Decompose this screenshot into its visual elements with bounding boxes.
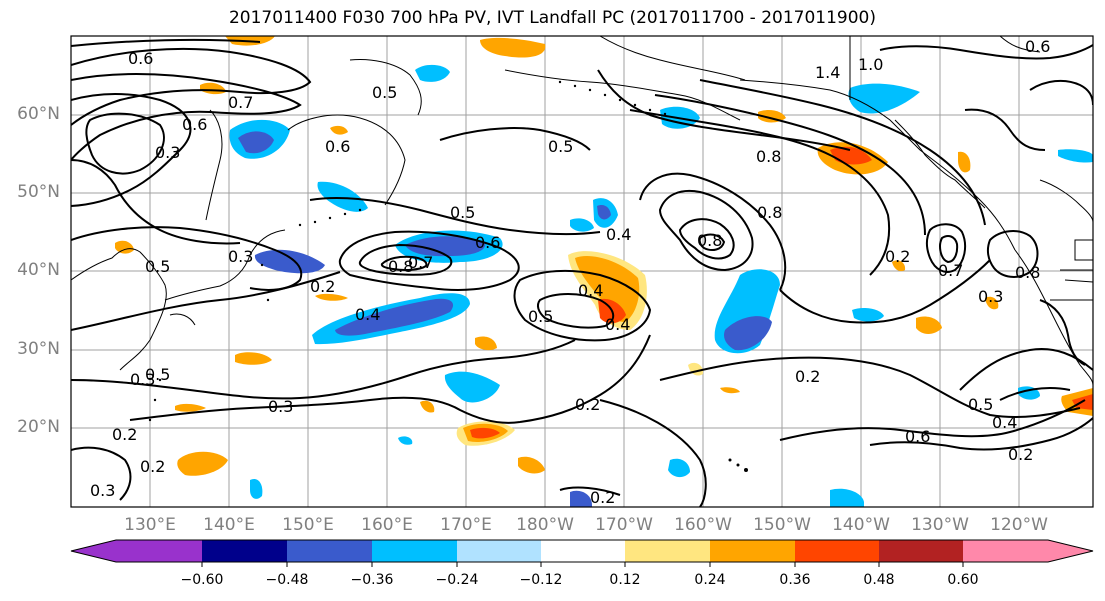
colorbar-outline (70, 539, 1094, 563)
contour-label: 0.5 (372, 83, 397, 102)
colorbar-segment (457, 540, 541, 562)
colorbar (70, 539, 1094, 567)
colorbar-tick-label: −0.12 (519, 572, 563, 588)
contour-label: 0.6 (475, 233, 500, 252)
colorbar-segment (963, 540, 1048, 562)
map-title: 2017011400 F030 700 hPa PV, IVT Landfall… (228, 8, 876, 28)
contour-label: 0.5 (145, 257, 170, 276)
contour-label: 0.8 (756, 147, 781, 166)
contour-label: 0.5 (145, 365, 170, 384)
lat-label: 50°N (17, 182, 60, 202)
contour-label: 0.5 (548, 137, 573, 156)
contour-label: 0.6 (1025, 37, 1050, 56)
contour-label: 0.8 (697, 231, 722, 250)
lon-label: 130°E (124, 515, 176, 535)
contour-label: 0.6 (905, 427, 930, 446)
contour-label: 0.5 (968, 395, 993, 414)
contour-label: 0.2 (140, 457, 165, 476)
contour-label: 0.6 (325, 137, 350, 156)
colorbar-extend-high (1048, 540, 1093, 562)
lon-label: 170°E (440, 515, 492, 535)
contour-label: 0.3 (155, 143, 180, 162)
colorbar-segment (795, 540, 879, 562)
colorbar-tick-label: −0.36 (350, 572, 394, 588)
lon-label: 140°W (832, 515, 890, 535)
lat-label: 40°N (17, 260, 60, 280)
contour-label: 0.2 (1008, 445, 1033, 464)
contour-label: 0.3 (228, 247, 253, 266)
colorbar-segment (287, 540, 372, 562)
island-chains (148, 80, 748, 472)
contour-label: 1.0 (858, 55, 883, 74)
contour-label: 0.2 (795, 367, 820, 386)
colorbar-extend-low (71, 540, 116, 562)
colorbar-segment (541, 540, 625, 562)
contour-label: 0.3 (90, 481, 115, 500)
colorbar-segment (372, 540, 457, 562)
colorbar-tick-label: 0.48 (863, 572, 895, 588)
contour-label: 0.5 (450, 203, 475, 222)
colorbar-segment (116, 540, 202, 562)
lon-label: 180°W (516, 515, 574, 535)
contour-label: 0.8 (388, 257, 413, 276)
lon-label: 130°W (911, 515, 969, 535)
lon-label: 140°E (203, 515, 255, 535)
lon-label: 150°E (282, 515, 334, 535)
colorbar-segment (625, 540, 710, 562)
contour-label: 0.6 (182, 115, 207, 134)
contour-label: 0.2 (112, 425, 137, 444)
contour-label: 0.3 (978, 287, 1003, 306)
contour-label: 1.4 (815, 63, 840, 82)
contour-label: 0.2 (885, 247, 910, 266)
contour-label: 0.3 (268, 397, 293, 416)
contour-labels: 0.6 0.7 0.5 0.6 0.5 0.4 0.3 0.2 0.4 0.5 … (90, 37, 1050, 507)
contour-label: 0.7 (938, 261, 963, 280)
colorbar-segment (710, 540, 795, 562)
lon-label: 150°W (753, 515, 811, 535)
contour-label: 0.5 (528, 307, 553, 326)
lon-label: 160°W (674, 515, 732, 535)
contour-label: 0.7 (408, 253, 433, 272)
contour-label: 0.8 (1015, 263, 1040, 282)
contour-label: 0.4 (992, 413, 1017, 432)
contour-label: 0.4 (606, 225, 631, 244)
lat-label: 60°N (17, 104, 60, 124)
contour-label: 0.4 (355, 305, 380, 324)
colorbar-tick-label: −0.48 (265, 572, 309, 588)
contour-label: 0.2 (590, 488, 615, 507)
colorbar-tick-label: 0.36 (779, 572, 811, 588)
graticule (71, 36, 1093, 507)
lat-label: 30°N (17, 339, 60, 359)
negative-anomaly-fills (229, 64, 1093, 507)
contour-label: 0.4 (578, 281, 603, 300)
colorbar-tick-label: 0.24 (694, 572, 726, 588)
colorbar-tick-label: −0.24 (435, 572, 479, 588)
contour-label: 0.2 (575, 395, 600, 414)
colorbar-segment (202, 540, 287, 562)
map-frame (70, 35, 1094, 508)
contour-label: 0.4 (605, 315, 630, 334)
colorbar-tick-label: −0.60 (180, 572, 224, 588)
contour-label: 0.7 (228, 93, 253, 112)
lat-label: 20°N (17, 417, 60, 437)
lon-label: 160°E (361, 515, 413, 535)
colorbar-segment (879, 540, 963, 562)
contour-label: 0.6 (128, 49, 153, 68)
colorbar-tick-label: 0.12 (609, 572, 641, 588)
lon-label: 120°W (990, 515, 1048, 535)
colorbar-tick-label: 0.60 (947, 572, 979, 588)
lon-label: 170°W (595, 515, 653, 535)
contour-label: 0.8 (757, 203, 782, 222)
pv-contours (71, 38, 1093, 507)
contour-label: 0.2 (310, 277, 335, 296)
contour-label: 0.3 (130, 370, 155, 389)
